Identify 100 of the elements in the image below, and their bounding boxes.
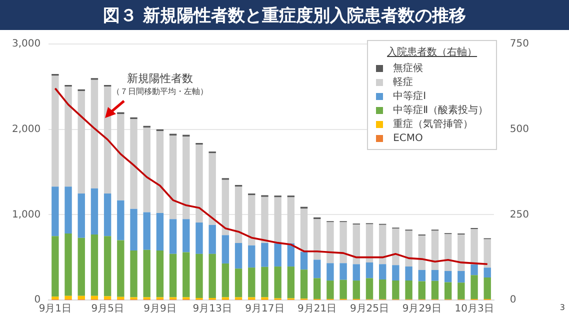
bar (418, 281, 426, 300)
bar (470, 264, 478, 276)
y-tick-label: 0 (34, 294, 41, 306)
bar (64, 186, 72, 234)
bar (182, 136, 190, 220)
bar (366, 224, 374, 262)
y-tick-label: 3,000 (12, 38, 41, 50)
bar (300, 208, 308, 252)
bar (314, 260, 321, 278)
legend-label: 重症（気管挿管） (393, 118, 474, 131)
bar (143, 250, 150, 298)
bar (366, 278, 374, 300)
bar (248, 268, 256, 298)
bar (314, 278, 321, 299)
bar (340, 263, 347, 280)
bar (326, 222, 334, 264)
bar (143, 212, 150, 250)
bar (156, 212, 164, 251)
bar (378, 280, 386, 300)
bar (458, 270, 465, 283)
bar (234, 268, 242, 298)
bar (52, 76, 59, 187)
bar (78, 238, 85, 296)
bar (64, 296, 72, 300)
bar (196, 254, 203, 298)
bar (182, 219, 190, 252)
bar (392, 280, 400, 300)
bar (169, 219, 177, 254)
bar (90, 80, 98, 188)
bar (156, 131, 164, 213)
bar (484, 277, 491, 299)
y2-tick-label: 250 (510, 209, 530, 220)
bar (314, 219, 321, 260)
annotation: 新規陽性者数 (126, 72, 194, 86)
bar (418, 270, 426, 282)
legend-label: 軽症 (393, 76, 414, 89)
legend-label: ECMO (393, 132, 423, 144)
bar (104, 236, 112, 296)
bar (261, 196, 268, 243)
bar (169, 254, 177, 298)
x-tick-label: 9月1日 (38, 304, 72, 315)
bar (405, 230, 412, 267)
x-tick-label: 9月29日 (402, 304, 442, 315)
bar (484, 239, 491, 268)
bar (117, 296, 124, 300)
bar (458, 234, 465, 271)
y2-tick-label: 500 (510, 124, 530, 135)
bar (326, 263, 334, 281)
x-tick-label: 9月13日 (192, 304, 232, 315)
bar (300, 270, 308, 299)
bar (248, 195, 256, 246)
bar (222, 235, 230, 264)
bar (287, 197, 295, 244)
bar (52, 296, 59, 300)
legend-label: 中等症Ⅱ（酸素投与） (393, 104, 488, 117)
bar (470, 275, 478, 299)
bar (444, 234, 452, 271)
bar (64, 233, 72, 296)
bar (444, 282, 452, 300)
bar (274, 243, 282, 267)
bar (52, 236, 59, 297)
bar (405, 280, 412, 300)
bar (169, 135, 177, 220)
bar (378, 264, 386, 280)
bar (274, 266, 282, 298)
bar (352, 224, 360, 264)
y-tick-label: 2,000 (12, 124, 41, 135)
x-tick-label: 10月3日 (454, 304, 494, 315)
bar (130, 250, 138, 298)
bar (90, 234, 98, 296)
bar (261, 243, 268, 267)
annotation: （７日間移動平均・左軸） (112, 86, 208, 97)
bar (117, 114, 124, 200)
bar (366, 262, 374, 278)
bar (90, 188, 98, 234)
bar (444, 270, 452, 282)
bar (64, 86, 72, 187)
bar (222, 263, 230, 298)
bar (300, 252, 308, 270)
bar (261, 266, 268, 298)
bar (431, 280, 439, 300)
bar (287, 266, 295, 298)
bar (352, 280, 360, 299)
bar (340, 222, 347, 264)
bar (458, 282, 465, 300)
bar (392, 228, 400, 266)
bar (78, 194, 85, 238)
bar (90, 296, 98, 300)
bar (52, 186, 59, 236)
bar (261, 297, 268, 300)
bar (208, 224, 216, 254)
bar (431, 270, 439, 281)
bar (352, 264, 360, 281)
bar (274, 197, 282, 244)
bar (208, 254, 216, 298)
legend-label: 無症候 (393, 62, 424, 75)
bar (156, 250, 164, 298)
bar (234, 243, 242, 269)
legend-label: 中等症Ⅰ (393, 90, 426, 103)
x-tick-label: 9月17日 (245, 304, 284, 315)
